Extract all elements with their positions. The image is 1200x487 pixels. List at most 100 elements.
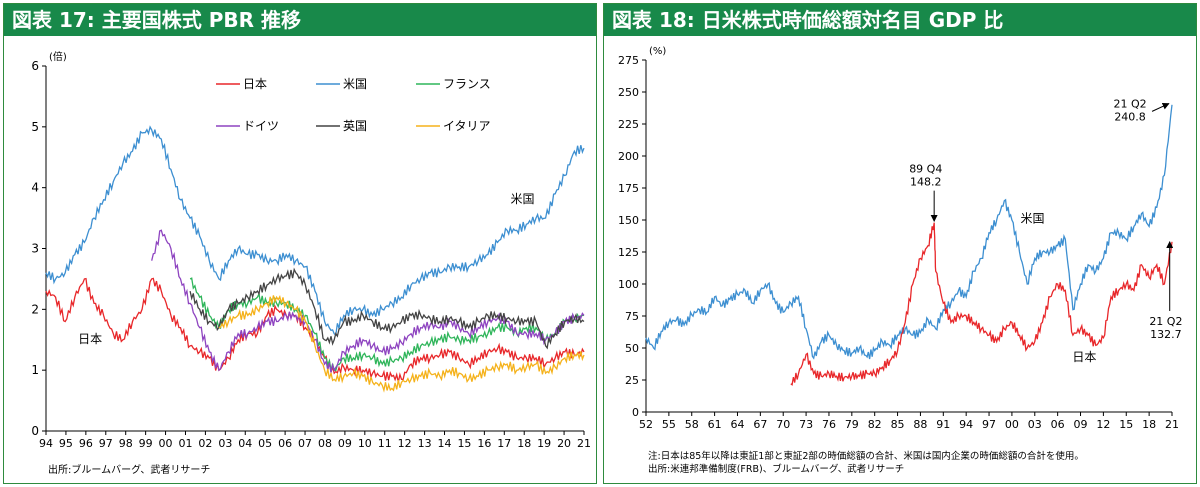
- x-tick-label: 99: [139, 437, 153, 450]
- x-tick-label: 08: [318, 437, 332, 450]
- x-tick-label: 94: [39, 437, 53, 450]
- x-tick-label: 79: [845, 418, 859, 431]
- x-tick-label: 21: [1165, 418, 1179, 431]
- x-tick-label: 98: [119, 437, 133, 450]
- y-tick-label: 100: [618, 278, 639, 291]
- x-tick-label: 19: [537, 437, 551, 450]
- x-tick-label: 06: [1051, 418, 1065, 431]
- annotation-label: 日本: [78, 332, 102, 346]
- series-line-4: [151, 229, 585, 373]
- x-tick-label: 16: [477, 437, 491, 450]
- y-tick-label: 0: [632, 406, 639, 419]
- pbr-chart-panel: 図表 17: 主要国株式 PBR 推移 (倍) 0 1 2 3 4 5 6 94 95 96 97 98…: [3, 3, 597, 484]
- x-tick-label: 03: [1028, 418, 1042, 431]
- x-tick-label: 03: [218, 437, 232, 450]
- chart-title: 図表 18: 日米株式時価総額対名目 GDP 比: [604, 4, 1196, 36]
- y-tick-label: 0: [31, 424, 39, 438]
- x-tick-label: 70: [776, 418, 790, 431]
- x-tick-label: 01: [178, 437, 192, 450]
- series-line-2: [45, 125, 585, 337]
- x-tick-label: 11: [378, 437, 392, 450]
- pbr-chart: (倍) 0 12 3 4 5 6 94 95 96 97 98 99 00 01 02 03 04 05 06 07 08…: [31, 50, 591, 450]
- y-tick-label: 25: [625, 374, 639, 387]
- x-tick-label: 21: [577, 437, 591, 450]
- series-line-6: [218, 295, 585, 393]
- chart-source: 出所:米連邦準備制度(FRB)、ブルームバーグ、武者リサーチ: [648, 464, 905, 475]
- y-tick-label: 200: [618, 150, 639, 163]
- x-tick-label: 13: [418, 437, 432, 450]
- x-tick-label: 18: [517, 437, 531, 450]
- x-tick-label: 07: [298, 437, 312, 450]
- annotation-value: 240.8: [1114, 110, 1146, 123]
- chart-title: 図表 17: 主要国株式 PBR 推移: [4, 4, 596, 36]
- x-tick-label: 17: [497, 437, 511, 450]
- x-tick-label: 05: [258, 437, 272, 450]
- x-tick-label: 96: [79, 437, 93, 450]
- x-tick-label: 58: [685, 418, 699, 431]
- x-tick-label: 52: [639, 418, 653, 431]
- x-tick-label: 14: [438, 437, 452, 450]
- annotation-label: 米国: [1020, 212, 1044, 226]
- x-tick-label: 95: [59, 437, 73, 450]
- x-tick-label: 20: [557, 437, 571, 450]
- series-line-2: [790, 222, 1173, 386]
- x-tick-label: 09: [338, 437, 352, 450]
- gdp-ratio-chart-panel: 図表 18: 日米株式時価総額対名目 GDP 比 (%) 0 25 50 75 100 12…: [603, 3, 1197, 484]
- y-tick-label: 1: [31, 363, 39, 377]
- legend-label: フランス: [443, 77, 491, 91]
- x-tick-label: 73: [799, 418, 813, 431]
- x-tick-label: 06: [278, 437, 292, 450]
- x-tick-label: 09: [1074, 418, 1088, 431]
- gdp-ratio-chart: (%) 0 25 50 75 100 125 150 175 200 225 250 275 52 55 58…: [618, 46, 1182, 431]
- x-tick-label: 04: [238, 437, 252, 450]
- x-tick-label: 10: [358, 437, 372, 450]
- y-tick-label: 275: [618, 54, 639, 67]
- y-tick-label: 225: [618, 118, 639, 131]
- chart-source: 出所:ブルームバーグ、武者リサーチ: [48, 465, 211, 476]
- chart-note: 注:日本は85年以降は東証1部と東証2部の時価総額の合計、米国は国内企業の時価総…: [648, 451, 1084, 462]
- series-line-1: [645, 104, 1173, 360]
- y-tick-label: 6: [31, 59, 39, 73]
- annotation-value: 148.2: [910, 176, 942, 189]
- annotation-label: 89 Q4: [909, 163, 942, 176]
- annotation-value: 132.7: [1150, 328, 1182, 341]
- x-tick-label: 12: [398, 437, 412, 450]
- annotation-label: 米国: [511, 192, 535, 206]
- x-tick-label: 85: [891, 418, 905, 431]
- y-tick-label: 175: [618, 182, 639, 195]
- x-tick-label: 15: [1119, 418, 1133, 431]
- y-tick-label: 5: [31, 120, 39, 134]
- x-tick-label: 91: [936, 418, 950, 431]
- legend-label: 日本: [243, 77, 267, 91]
- annotation-arrow: [1151, 102, 1170, 112]
- x-tick-label: 82: [868, 418, 882, 431]
- x-tick-label: 97: [99, 437, 113, 450]
- y-axis-label: (倍): [49, 50, 67, 63]
- y-tick-label: 250: [618, 86, 639, 99]
- x-tick-label: 88: [913, 418, 927, 431]
- x-tick-label: 15: [457, 437, 471, 450]
- legend-label: ドイツ: [243, 119, 279, 133]
- x-tick-label: 00: [1005, 418, 1019, 431]
- x-tick-label: 61: [708, 418, 722, 431]
- x-tick-label: 02: [198, 437, 212, 450]
- y-tick-label: 75: [625, 310, 639, 323]
- x-tick-label: 97: [982, 418, 996, 431]
- y-axis-label: (%): [649, 46, 666, 57]
- y-tick-label: 3: [31, 242, 39, 256]
- legend-label: イタリア: [443, 119, 491, 133]
- y-tick-label: 4: [31, 181, 39, 195]
- annotation-label: 21 Q2: [1149, 315, 1182, 328]
- x-tick-label: 55: [662, 418, 676, 431]
- annotation-label: 日本: [1072, 350, 1096, 364]
- x-tick-label: 64: [730, 418, 744, 431]
- y-tick-label: 150: [618, 214, 639, 227]
- legend-label: 英国: [343, 119, 367, 133]
- legend-label: 米国: [343, 77, 367, 91]
- x-tick-label: 76: [822, 418, 836, 431]
- x-tick-label: 67: [753, 418, 767, 431]
- annotation-label: 21 Q2: [1113, 97, 1146, 110]
- x-tick-label: 18: [1142, 418, 1156, 431]
- y-tick-label: 50: [625, 342, 639, 355]
- x-tick-label: 00: [159, 437, 173, 450]
